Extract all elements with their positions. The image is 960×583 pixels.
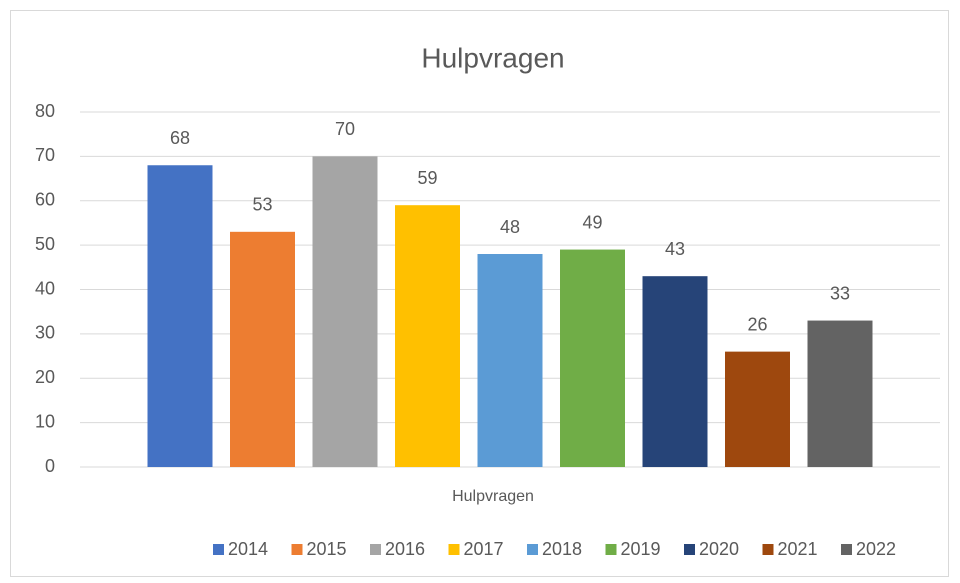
data-label: 70 (335, 119, 355, 139)
legend-label: 2016 (385, 539, 425, 559)
legend-swatch (762, 544, 774, 555)
x-tick-label: Hulpvragen (452, 488, 534, 505)
bar (807, 320, 873, 467)
legend-label: 2021 (778, 539, 818, 559)
data-label: 33 (830, 283, 850, 303)
legend-swatch (370, 544, 381, 555)
bar (147, 165, 213, 467)
bar (312, 156, 378, 467)
y-tick-label: 30 (35, 323, 55, 343)
legend-label: 2014 (228, 539, 268, 559)
y-tick-label: 0 (45, 456, 55, 476)
data-label: 48 (500, 217, 520, 237)
data-label: 53 (252, 195, 272, 215)
y-tick-label: 10 (35, 411, 55, 431)
legend-label: 2020 (699, 539, 739, 559)
y-tick-label: 20 (35, 367, 55, 387)
data-label: 26 (747, 314, 767, 334)
bar (642, 276, 708, 467)
legend-label: 2022 (856, 539, 896, 559)
bar (230, 231, 295, 467)
bar (725, 351, 790, 467)
y-tick-label: 50 (35, 234, 55, 254)
legend-swatch (527, 544, 538, 555)
legend-swatch (684, 544, 695, 555)
bar (477, 254, 543, 467)
legend-swatch (841, 544, 852, 555)
data-label: 68 (170, 128, 190, 148)
data-label: 59 (417, 168, 437, 188)
bar (560, 249, 625, 467)
legend-swatch (213, 544, 224, 555)
data-label: 49 (582, 212, 602, 232)
legend-swatch (448, 544, 460, 555)
data-label: 43 (665, 239, 685, 259)
y-tick-label: 80 (35, 101, 55, 121)
legend-label: 2015 (307, 539, 347, 559)
chart-title: Hulpvragen (421, 42, 564, 73)
y-tick-label: 70 (35, 145, 55, 165)
legend-label: 2017 (464, 539, 504, 559)
y-tick-label: 60 (35, 190, 55, 210)
legend-label: 2019 (621, 539, 661, 559)
bar (395, 205, 460, 467)
legend-label: 2018 (542, 539, 582, 559)
legend-swatch (605, 544, 617, 555)
legend-swatch (291, 544, 303, 555)
y-tick-label: 40 (35, 278, 55, 298)
